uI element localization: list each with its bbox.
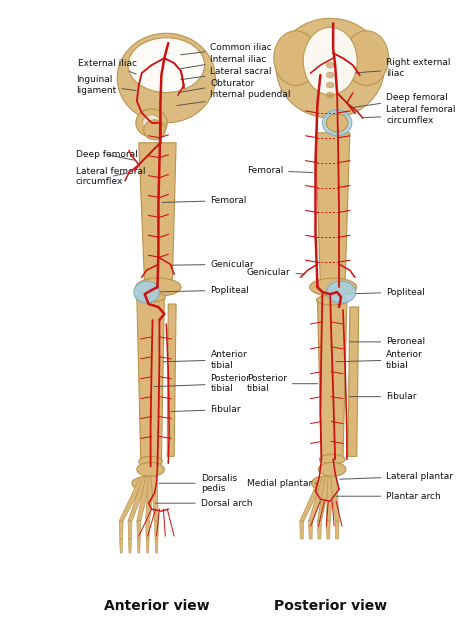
Text: Deep femoral: Deep femoral: [76, 150, 138, 160]
Polygon shape: [309, 477, 328, 521]
Ellipse shape: [345, 31, 389, 85]
Polygon shape: [300, 521, 304, 539]
Polygon shape: [326, 477, 334, 521]
Polygon shape: [119, 539, 123, 553]
Polygon shape: [330, 477, 339, 521]
Ellipse shape: [139, 456, 163, 466]
Ellipse shape: [136, 109, 167, 137]
Ellipse shape: [136, 292, 165, 302]
Text: Internal pudendal: Internal pudendal: [177, 90, 291, 106]
Polygon shape: [137, 297, 164, 461]
Ellipse shape: [134, 281, 159, 303]
Ellipse shape: [319, 454, 345, 465]
Polygon shape: [137, 521, 141, 539]
Ellipse shape: [276, 18, 384, 118]
Ellipse shape: [136, 278, 181, 296]
Polygon shape: [326, 521, 330, 539]
Ellipse shape: [144, 120, 165, 140]
Polygon shape: [119, 477, 146, 521]
Polygon shape: [155, 539, 158, 553]
Text: Plantar arch: Plantar arch: [336, 492, 441, 501]
Polygon shape: [155, 521, 158, 539]
Ellipse shape: [326, 82, 334, 88]
Text: Popliteal: Popliteal: [151, 286, 249, 295]
Text: Posterior
tibial: Posterior tibial: [155, 374, 250, 393]
Ellipse shape: [326, 72, 334, 78]
Text: Anterior
tibial: Anterior tibial: [336, 350, 423, 370]
Polygon shape: [128, 477, 149, 521]
Polygon shape: [137, 539, 140, 553]
Text: Right external
iliac: Right external iliac: [356, 58, 451, 78]
Ellipse shape: [311, 477, 335, 490]
Polygon shape: [128, 521, 132, 539]
Text: Deep femoral: Deep femoral: [353, 94, 448, 107]
Polygon shape: [318, 300, 347, 459]
Ellipse shape: [322, 110, 352, 136]
Polygon shape: [316, 133, 350, 287]
Ellipse shape: [317, 295, 348, 305]
Ellipse shape: [310, 278, 357, 296]
Text: Posterior
tibial: Posterior tibial: [247, 374, 318, 393]
Text: Femoral: Femoral: [247, 166, 313, 175]
Polygon shape: [146, 477, 154, 521]
Ellipse shape: [132, 477, 154, 489]
Text: Medial plantar: Medial plantar: [247, 479, 318, 488]
Text: Anterior
tibial: Anterior tibial: [163, 350, 247, 370]
Text: Anterior view: Anterior view: [104, 599, 210, 612]
Ellipse shape: [137, 463, 164, 477]
Polygon shape: [139, 143, 176, 287]
Ellipse shape: [117, 33, 215, 123]
Text: Internal iliac: Internal iliac: [181, 54, 267, 69]
Ellipse shape: [326, 281, 356, 303]
Text: Inguinal
ligament: Inguinal ligament: [76, 75, 136, 95]
Polygon shape: [137, 477, 152, 521]
Polygon shape: [300, 477, 326, 521]
Text: Lateral femoral
circumflex: Lateral femoral circumflex: [363, 105, 456, 125]
Text: Dorsal arch: Dorsal arch: [155, 499, 252, 507]
Polygon shape: [348, 307, 359, 456]
Polygon shape: [151, 477, 158, 521]
Ellipse shape: [303, 27, 357, 95]
Ellipse shape: [143, 115, 160, 131]
Polygon shape: [318, 477, 331, 521]
Text: Genicular: Genicular: [171, 260, 254, 269]
Text: Peroneal: Peroneal: [350, 337, 425, 346]
Text: Fibular: Fibular: [350, 392, 417, 401]
Ellipse shape: [326, 114, 348, 132]
Text: Lateral femoral
circumflex: Lateral femoral circumflex: [76, 167, 146, 186]
Polygon shape: [128, 539, 131, 553]
Polygon shape: [119, 521, 123, 539]
Polygon shape: [309, 521, 312, 539]
Ellipse shape: [319, 463, 346, 477]
Text: Lateral sacral: Lateral sacral: [181, 66, 272, 80]
Polygon shape: [146, 539, 149, 553]
Polygon shape: [318, 521, 321, 539]
Text: Femoral: Femoral: [162, 196, 247, 205]
Text: External iliac: External iliac: [78, 59, 137, 74]
Ellipse shape: [326, 62, 334, 68]
Text: Genicular: Genicular: [247, 268, 305, 277]
Text: Popliteal: Popliteal: [344, 288, 425, 296]
Ellipse shape: [326, 92, 334, 98]
Text: Obturator: Obturator: [179, 78, 255, 92]
Text: Lateral plantar: Lateral plantar: [340, 472, 453, 481]
Text: Fibular: Fibular: [171, 405, 241, 414]
Polygon shape: [146, 521, 150, 539]
Ellipse shape: [274, 31, 318, 85]
Text: Common iliac: Common iliac: [181, 43, 272, 55]
Text: Posterior view: Posterior view: [273, 599, 387, 612]
Text: Dorsalis
pedis: Dorsalis pedis: [159, 473, 237, 493]
Polygon shape: [335, 521, 339, 539]
Ellipse shape: [128, 38, 205, 92]
Polygon shape: [167, 304, 176, 456]
